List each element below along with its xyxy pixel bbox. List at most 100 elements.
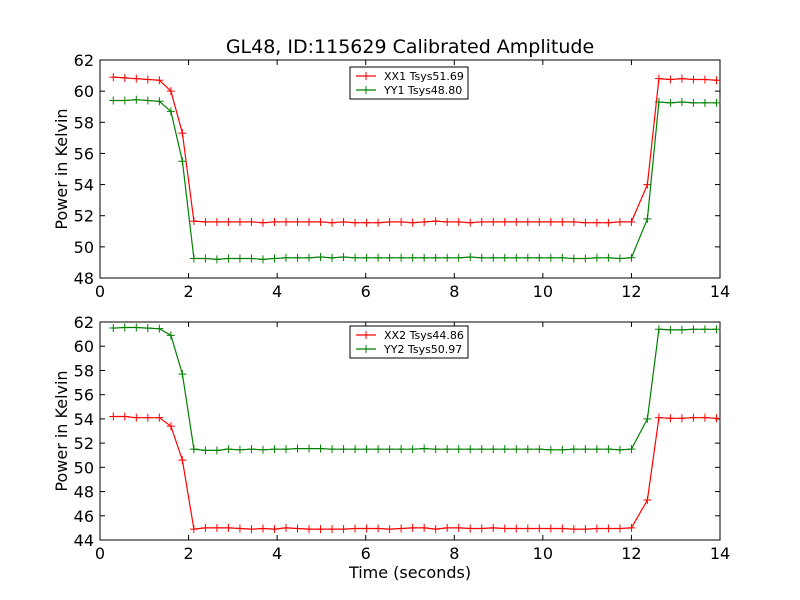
data-point-marker (523, 445, 532, 454)
legend-label: XX2 Tsys44.86 (384, 329, 464, 342)
data-point-marker (592, 445, 601, 454)
data-point-marker (316, 525, 325, 534)
data-point-marker (270, 254, 279, 263)
data-point-marker (500, 253, 509, 262)
data-point-marker (201, 446, 210, 455)
data-point-marker (581, 218, 590, 227)
legend-box (349, 66, 469, 100)
data-point-marker (654, 74, 663, 83)
data-point-marker (643, 496, 652, 505)
data-point-marker (569, 445, 578, 454)
data-point-marker (385, 525, 394, 534)
y-tick-label: 60 (74, 82, 94, 101)
data-point-marker (189, 254, 198, 263)
data-point-marker (109, 324, 118, 333)
data-point-marker (132, 74, 141, 83)
data-point-marker (143, 324, 152, 333)
data-point-marker (535, 217, 544, 226)
data-point-marker (443, 445, 452, 454)
x-tick-label: 6 (361, 544, 371, 563)
data-point-marker (328, 253, 337, 262)
data-point-marker (235, 524, 244, 533)
y-tick-label: 54 (74, 176, 94, 195)
data-point-marker (374, 218, 383, 227)
y-tick-label: 58 (74, 361, 94, 380)
data-point-marker (558, 217, 567, 226)
data-point-marker (143, 75, 152, 84)
data-point-marker (258, 255, 267, 264)
legend-label: YY2 Tsys50.97 (383, 343, 462, 356)
data-point-marker (212, 217, 221, 226)
data-point-marker (546, 524, 555, 533)
y-tick-label: 48 (74, 483, 94, 502)
data-point-marker (282, 217, 290, 226)
data-point-marker (466, 524, 475, 533)
data-point-marker (569, 217, 578, 226)
data-point-marker (489, 217, 498, 226)
data-point-marker (201, 217, 210, 226)
data-point-marker (535, 524, 544, 533)
data-point-marker (592, 253, 601, 262)
data-point-marker (677, 325, 686, 334)
x-tick-label: 12 (621, 282, 641, 301)
data-point-marker (643, 214, 652, 223)
y-tick-label: 52 (74, 434, 94, 453)
data-point-marker (443, 253, 452, 262)
data-point-marker (615, 217, 624, 226)
data-point-marker (604, 524, 613, 533)
data-point-marker (224, 445, 233, 454)
data-point-marker (558, 445, 567, 454)
y-tick-label: 62 (74, 51, 94, 70)
legend-label: XX1 Tsys51.69 (384, 70, 464, 83)
data-point-marker (454, 445, 463, 454)
data-point-marker (643, 180, 652, 189)
data-point-marker (270, 445, 279, 454)
data-point-marker (328, 525, 337, 534)
data-point-marker (546, 445, 555, 454)
data-point-marker (677, 74, 686, 83)
data-point-marker (397, 445, 406, 454)
data-point-marker (305, 444, 314, 453)
data-point-marker (689, 98, 698, 107)
data-point-marker (397, 524, 406, 533)
data-point-marker (166, 422, 175, 431)
data-point-marker (339, 525, 348, 534)
data-point-marker (305, 217, 314, 226)
data-point-marker (385, 217, 394, 226)
x-tick-label: 6 (361, 282, 371, 301)
data-point-marker (316, 444, 325, 453)
data-point-marker (282, 523, 290, 532)
data-point-marker (489, 445, 498, 454)
y-tick-label: 56 (74, 144, 94, 163)
data-point-marker (689, 413, 698, 422)
data-point-marker (666, 75, 675, 84)
data-point-marker (408, 445, 417, 454)
data-point-marker (689, 325, 698, 334)
x-tick-label: 8 (449, 544, 459, 563)
data-point-marker (247, 254, 256, 263)
y-tick-label: 56 (74, 386, 94, 405)
y-tick-label: 54 (74, 410, 94, 429)
data-point-marker (397, 217, 406, 226)
data-point-marker (466, 252, 475, 261)
data-point-marker (247, 525, 256, 534)
y-tick-label: 44 (74, 531, 94, 550)
data-point-marker (408, 253, 417, 262)
x-tick-label: 14 (710, 544, 730, 563)
data-point-marker (615, 524, 624, 533)
data-point-marker (558, 253, 567, 262)
data-point-marker (454, 217, 463, 226)
data-point-marker (351, 253, 360, 262)
data-point-marker (500, 524, 509, 533)
data-point-marker (712, 325, 721, 334)
data-point-marker (120, 412, 129, 421)
data-point-marker (546, 253, 555, 262)
data-point-marker (592, 524, 601, 533)
data-point-marker (189, 217, 198, 226)
data-point-marker (604, 218, 613, 227)
data-point-marker (627, 523, 636, 532)
data-point-marker (443, 523, 452, 532)
